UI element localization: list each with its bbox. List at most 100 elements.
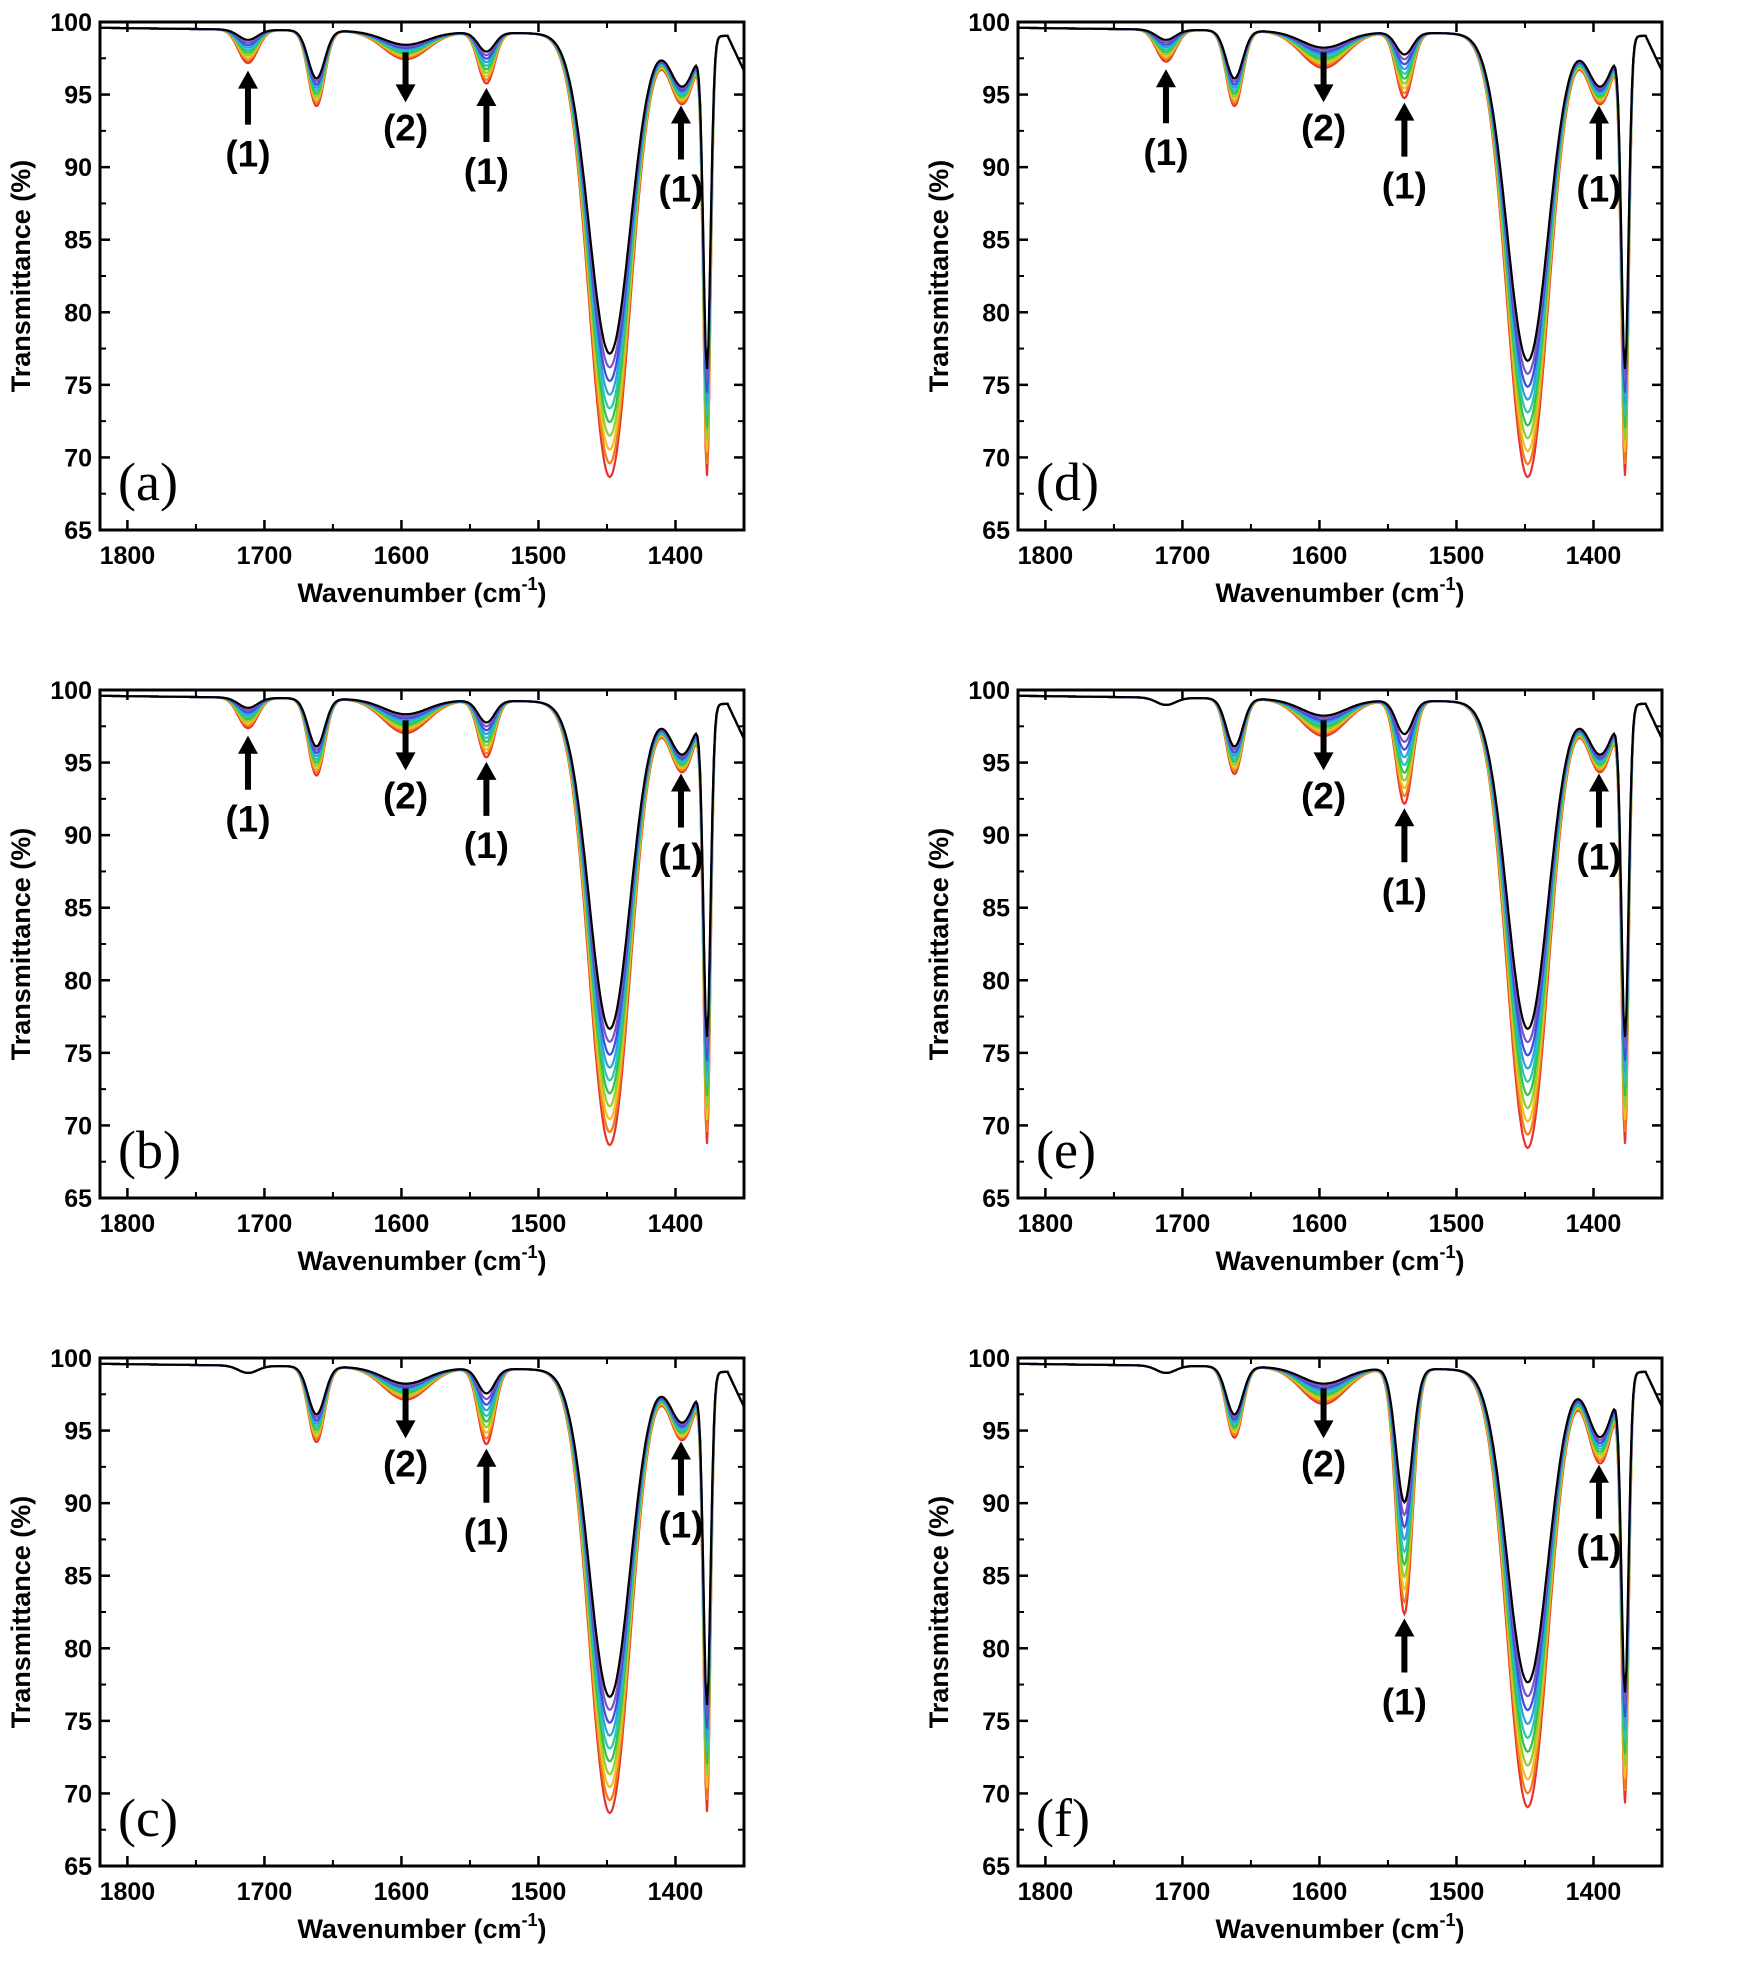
series-line bbox=[1018, 694, 1662, 1049]
x-tick-label: 1600 bbox=[1292, 1210, 1348, 1238]
series-line bbox=[1018, 1362, 1662, 1718]
peak-annotation-label: (1) bbox=[1382, 871, 1427, 912]
arrowhead-icon bbox=[1155, 69, 1176, 88]
x-tick-label: 1400 bbox=[1566, 1878, 1622, 1906]
x-tick-label: 1600 bbox=[374, 1878, 430, 1906]
x-tick-label: 1700 bbox=[1155, 542, 1211, 570]
x-axis-title: Wavenumber (cm-1) bbox=[1215, 1242, 1464, 1276]
series-line bbox=[100, 26, 744, 405]
y-tick-label: 100 bbox=[968, 1345, 1010, 1373]
peak-annotation-label: (1) bbox=[464, 151, 509, 192]
x-tick-label: 1700 bbox=[237, 542, 293, 570]
series-line bbox=[100, 694, 744, 1061]
panel-label: (e) bbox=[1036, 1120, 1096, 1180]
y-tick-label: 75 bbox=[64, 1040, 92, 1068]
peak-annotation-label: (1) bbox=[464, 825, 509, 866]
y-axis-title: Transmittance (%) bbox=[924, 828, 954, 1061]
arrowhead-icon bbox=[1588, 773, 1609, 792]
series-line bbox=[100, 26, 744, 441]
series-line bbox=[1018, 26, 1662, 441]
peak-annotation-label: (2) bbox=[383, 775, 428, 816]
x-tick-label: 1800 bbox=[100, 1210, 156, 1238]
y-tick-label: 70 bbox=[64, 1780, 92, 1808]
x-axis-title: Wavenumber (cm-1) bbox=[297, 1910, 546, 1944]
x-tick-label: 1500 bbox=[1429, 542, 1485, 570]
peak-annotation-label: (1) bbox=[658, 1504, 703, 1545]
peak-annotation-label: (2) bbox=[1301, 1443, 1346, 1484]
y-tick-label: 75 bbox=[982, 372, 1010, 400]
y-tick-label: 65 bbox=[64, 1185, 92, 1213]
series-line bbox=[100, 694, 744, 1038]
y-tick-label: 85 bbox=[64, 895, 92, 923]
y-tick-label: 70 bbox=[64, 1112, 92, 1140]
y-tick-label: 100 bbox=[50, 9, 92, 37]
y-tick-label: 90 bbox=[64, 1490, 92, 1518]
y-tick-label: 100 bbox=[50, 1345, 92, 1373]
y-tick-label: 65 bbox=[982, 1853, 1010, 1881]
y-tick-label: 95 bbox=[64, 750, 92, 778]
arrowhead-icon bbox=[1313, 84, 1334, 103]
y-tick-label: 90 bbox=[982, 154, 1010, 182]
y-tick-label: 75 bbox=[64, 372, 92, 400]
series-line bbox=[1018, 26, 1662, 429]
series-line bbox=[100, 694, 744, 1049]
series-line bbox=[1018, 1362, 1662, 1705]
chart-panel: 65 70 75 80 85 90 95 100 1800 1700 1600 1500 1400 Wav… bbox=[924, 677, 1664, 1276]
series-line bbox=[1018, 1362, 1662, 1693]
y-tick-label: 75 bbox=[982, 1040, 1010, 1068]
y-tick-label: 100 bbox=[968, 9, 1010, 37]
x-tick-label: 1700 bbox=[237, 1878, 293, 1906]
arrowhead-icon bbox=[670, 773, 691, 792]
x-tick-label: 1600 bbox=[374, 542, 430, 570]
y-axis-title: Transmittance (%) bbox=[6, 160, 36, 393]
peak-annotation-label: (1) bbox=[1382, 166, 1427, 207]
peak-annotation-label: (1) bbox=[1576, 1528, 1621, 1569]
arrowhead-icon bbox=[1588, 105, 1609, 124]
y-tick-label: 95 bbox=[982, 750, 1010, 778]
arrowhead-icon bbox=[1313, 1420, 1334, 1439]
series-line bbox=[100, 26, 744, 381]
series-line bbox=[100, 26, 744, 429]
series-line bbox=[100, 694, 744, 1085]
arrowhead-icon bbox=[1588, 1464, 1609, 1483]
y-tick-label: 70 bbox=[982, 444, 1010, 472]
x-axis-title: Wavenumber (cm-1) bbox=[1215, 574, 1464, 608]
arrowhead-icon bbox=[670, 1441, 691, 1460]
y-tick-label: 95 bbox=[64, 1418, 92, 1446]
y-tick-label: 65 bbox=[64, 1853, 92, 1881]
y-axis-title: Transmittance (%) bbox=[6, 1496, 36, 1729]
panel-label: (d) bbox=[1036, 452, 1099, 512]
y-tick-label: 85 bbox=[64, 1563, 92, 1591]
x-tick-label: 1800 bbox=[1018, 542, 1074, 570]
series-line bbox=[100, 26, 744, 393]
arrowhead-icon bbox=[670, 105, 691, 124]
arrowhead-icon bbox=[395, 84, 416, 103]
y-tick-label: 100 bbox=[50, 677, 92, 705]
y-tick-label: 70 bbox=[982, 1780, 1010, 1808]
y-tick-label: 85 bbox=[982, 895, 1010, 923]
peak-annotation-label: (1) bbox=[658, 836, 703, 877]
series-line bbox=[1018, 694, 1662, 1097]
y-tick-label: 80 bbox=[982, 1635, 1010, 1663]
series-line bbox=[100, 1362, 744, 1753]
peak-annotation-label: (1) bbox=[1576, 168, 1621, 209]
y-tick-label: 80 bbox=[982, 967, 1010, 995]
x-tick-label: 1400 bbox=[648, 542, 704, 570]
peak-annotation-label: (1) bbox=[225, 799, 270, 840]
series-line bbox=[1018, 694, 1662, 1085]
y-tick-label: 95 bbox=[982, 82, 1010, 110]
y-tick-label: 75 bbox=[64, 1708, 92, 1736]
x-axis-title: Wavenumber (cm-1) bbox=[297, 574, 546, 608]
x-tick-label: 1800 bbox=[100, 1878, 156, 1906]
y-tick-label: 80 bbox=[64, 967, 92, 995]
series-line bbox=[1018, 1362, 1662, 1730]
y-tick-label: 65 bbox=[982, 1185, 1010, 1213]
panel-label: (b) bbox=[118, 1120, 181, 1180]
x-tick-label: 1400 bbox=[648, 1878, 704, 1906]
x-tick-label: 1600 bbox=[374, 1210, 430, 1238]
x-tick-label: 1500 bbox=[511, 1210, 567, 1238]
x-tick-label: 1700 bbox=[237, 1210, 293, 1238]
series-line bbox=[100, 1362, 744, 1765]
peak-annotation-label: (1) bbox=[225, 134, 270, 175]
